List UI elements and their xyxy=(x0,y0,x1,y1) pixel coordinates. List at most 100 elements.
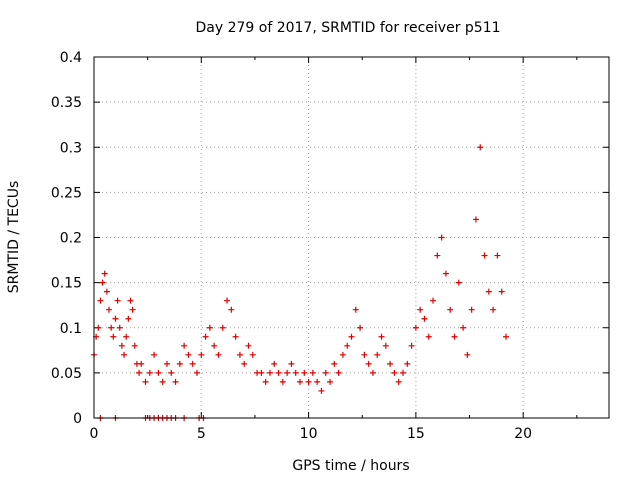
data-point xyxy=(292,369,299,376)
data-point xyxy=(185,351,192,358)
data-point xyxy=(284,369,291,376)
data-point xyxy=(387,360,394,367)
data-point xyxy=(172,378,179,385)
grid-layer xyxy=(94,57,609,418)
x-tick-label: 20 xyxy=(514,426,532,442)
data-point xyxy=(472,216,479,223)
y-tick-label: 0.2 xyxy=(60,231,82,247)
data-point xyxy=(189,360,196,367)
x-tick-labels: 0 5 10 15 20 xyxy=(90,426,533,442)
data-point xyxy=(101,270,108,277)
data-point xyxy=(228,306,235,313)
data-point xyxy=(95,324,102,331)
data-point xyxy=(241,360,248,367)
data-point xyxy=(425,333,432,340)
data-point xyxy=(224,297,231,304)
y-tick-label: 0.1 xyxy=(60,321,82,337)
data-point xyxy=(421,315,428,322)
data-point xyxy=(275,369,282,376)
data-point xyxy=(485,288,492,295)
data-point xyxy=(198,351,205,358)
data-point xyxy=(335,369,342,376)
x-tick-label: 5 xyxy=(197,426,206,442)
data-point xyxy=(297,378,303,385)
data-point xyxy=(131,342,138,349)
data-point xyxy=(481,252,488,259)
data-point xyxy=(108,324,115,331)
data-point xyxy=(262,378,269,385)
data-point xyxy=(110,333,117,340)
data-point xyxy=(382,342,389,349)
data-point xyxy=(331,360,338,367)
data-point xyxy=(498,288,505,295)
data-point xyxy=(129,306,136,313)
data-point xyxy=(477,144,484,151)
data-point xyxy=(206,324,213,331)
data-point xyxy=(503,333,509,340)
data-point xyxy=(369,369,376,376)
data-point xyxy=(322,369,329,376)
data-point xyxy=(442,270,449,277)
data-point xyxy=(455,279,462,286)
data-point xyxy=(121,351,128,358)
y-tick-label: 0.3 xyxy=(60,140,82,156)
data-point xyxy=(357,324,364,331)
y-axis-label: SRMTID / TECUs xyxy=(6,181,22,294)
data-point xyxy=(136,369,143,376)
data-point xyxy=(460,324,467,331)
x-tick-label: 0 xyxy=(90,426,99,442)
data-point xyxy=(168,369,175,376)
data-point xyxy=(417,306,424,313)
data-point xyxy=(176,360,183,367)
data-point xyxy=(309,369,316,376)
data-point xyxy=(391,369,398,376)
data-point xyxy=(279,378,286,385)
data-point xyxy=(318,387,325,394)
data-point xyxy=(395,378,402,385)
data-point xyxy=(468,306,475,313)
data-point xyxy=(344,342,351,349)
y-tick-label: 0.35 xyxy=(51,95,82,111)
data-point xyxy=(400,369,406,376)
data-point xyxy=(430,297,437,304)
y-tick-label: 0.25 xyxy=(51,185,82,201)
x-tick-label: 10 xyxy=(300,426,318,442)
data-point xyxy=(245,342,252,349)
data-point xyxy=(352,306,359,313)
data-point xyxy=(194,369,200,376)
data-point xyxy=(404,360,411,367)
data-point xyxy=(447,306,454,313)
data-point xyxy=(181,342,188,349)
data-point xyxy=(112,315,119,322)
data-point xyxy=(348,333,355,340)
data-point xyxy=(378,333,385,340)
data-point xyxy=(236,351,243,358)
data-point xyxy=(99,279,106,286)
data-point xyxy=(494,252,501,259)
data-point xyxy=(125,315,132,322)
data-point xyxy=(451,333,458,340)
data-point xyxy=(288,360,295,367)
y-tick-label: 0.05 xyxy=(51,366,82,382)
data-point xyxy=(97,297,104,304)
data-point xyxy=(219,324,226,331)
y-tick-labels: 0 0.05 0.1 0.15 0.2 0.25 0.3 0.35 0.4 xyxy=(51,50,82,427)
data-point xyxy=(412,324,419,331)
data-point xyxy=(305,378,312,385)
data-point xyxy=(123,333,130,340)
data-point xyxy=(314,378,321,385)
data-point xyxy=(249,351,256,358)
data-point xyxy=(434,252,441,259)
data-point xyxy=(159,378,166,385)
data-point xyxy=(138,360,145,367)
data-point xyxy=(271,360,278,367)
data-point xyxy=(232,333,239,340)
data-point xyxy=(438,234,445,241)
data-point xyxy=(127,297,134,304)
chart-title: Day 279 of 2017, SRMTID for receiver p51… xyxy=(195,20,500,36)
data-point xyxy=(266,369,273,376)
data-point xyxy=(464,351,471,358)
series-srmtid xyxy=(91,144,509,394)
